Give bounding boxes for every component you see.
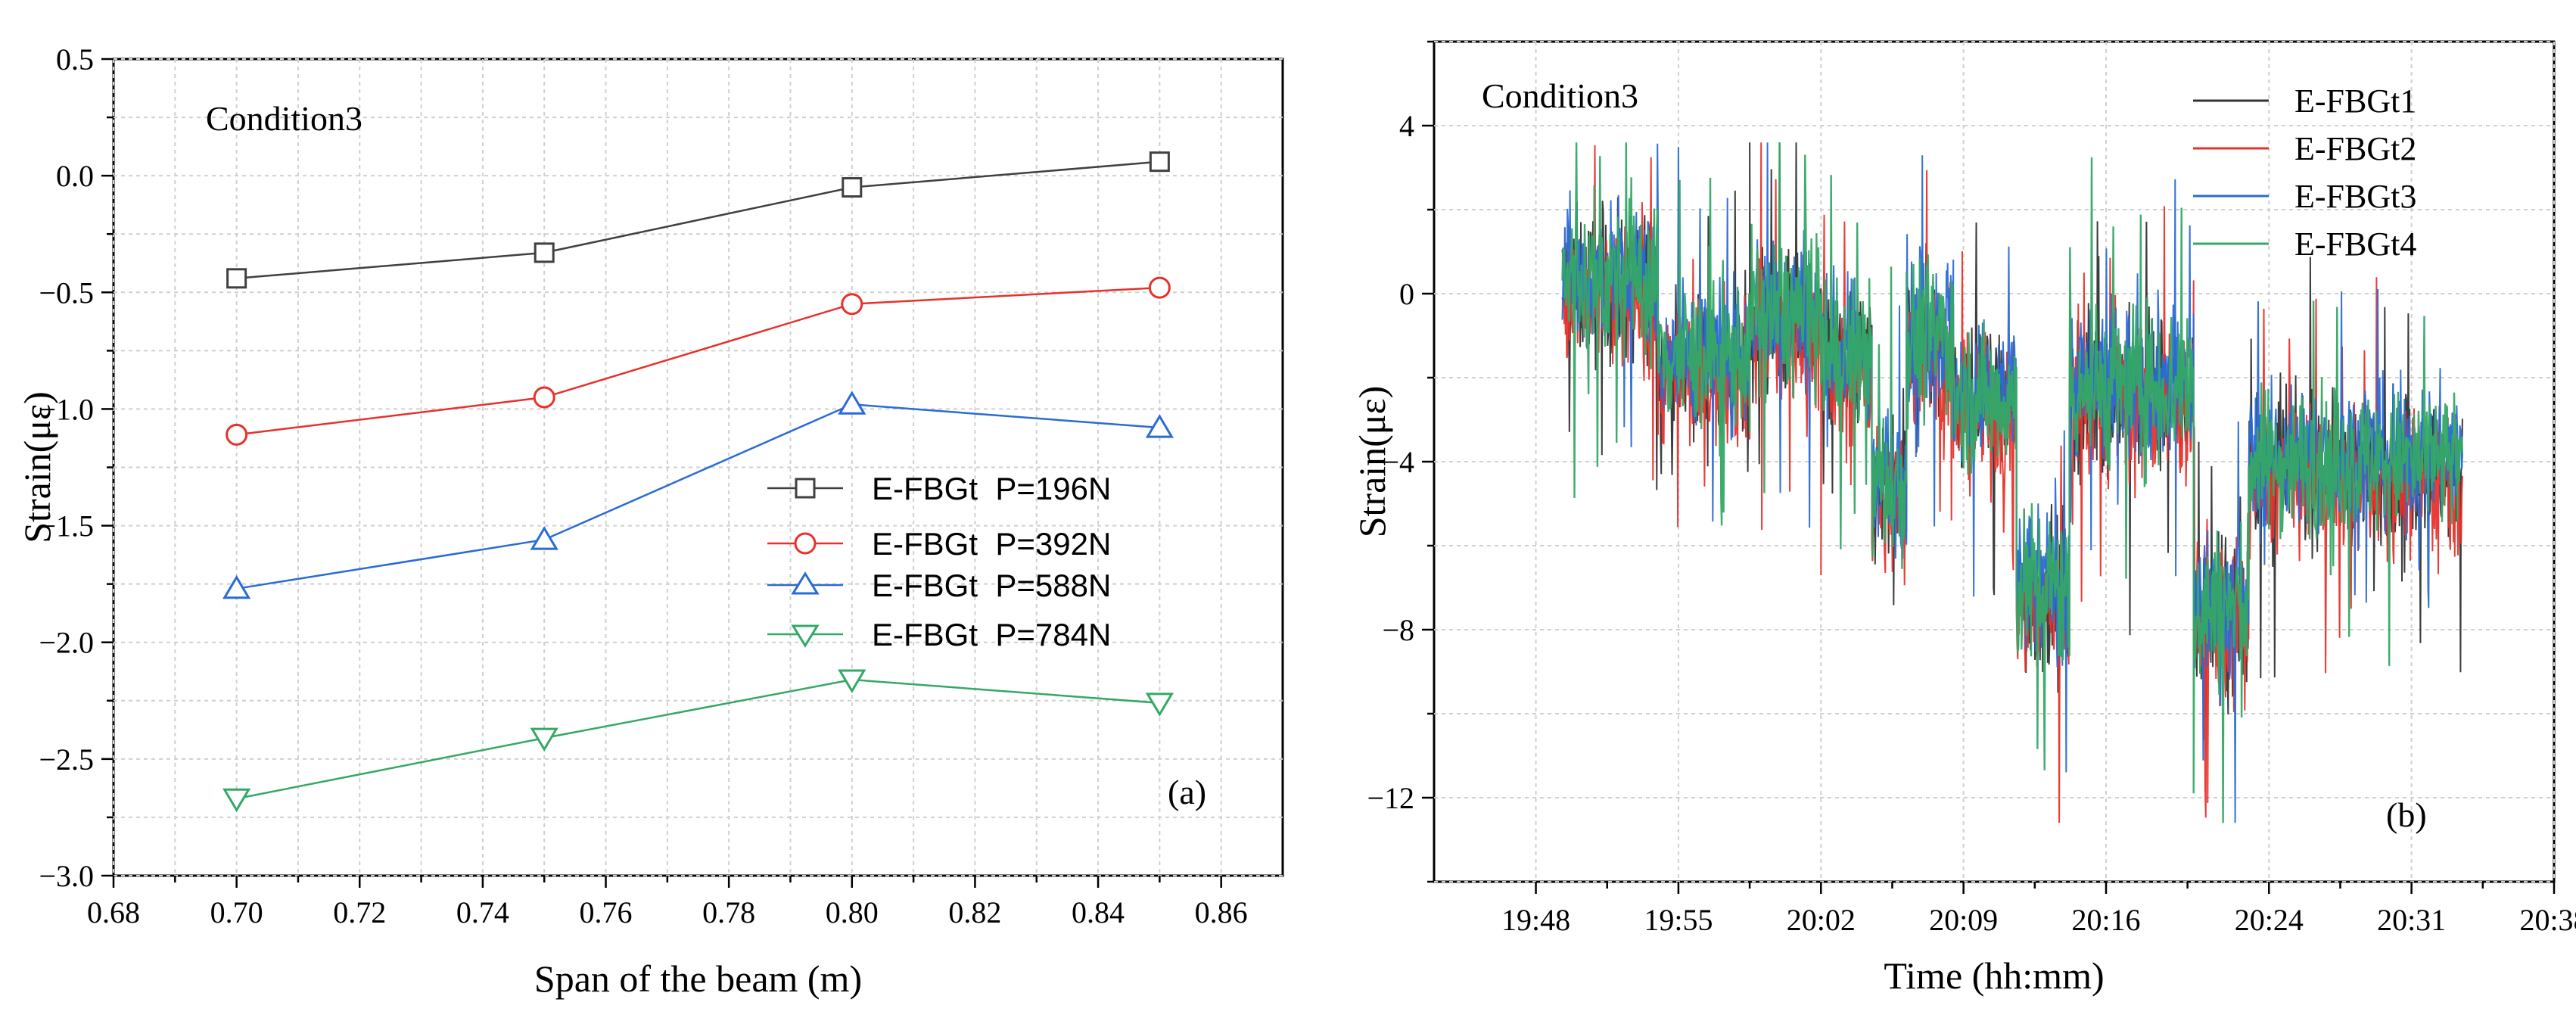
- y-tick-label: 0.5: [56, 42, 94, 76]
- x-tick-label: 20:09: [1929, 903, 1998, 937]
- data-point: [534, 242, 555, 263]
- series-line-3: [236, 678, 1160, 800]
- data-point: [226, 423, 248, 446]
- data-point: [226, 268, 247, 289]
- legend-item-p196: E-FBGt P=196N: [767, 471, 1111, 506]
- chart-a-x-axis-label: Span of the beam (m): [534, 957, 862, 1000]
- x-tick-label: 0.70: [210, 895, 263, 929]
- chart-b: 19:48 19:55 20:02 20:09 20:16 20:24 20:31 20:38…: [1351, 40, 2576, 997]
- legend-label-fbgt1: E-FBGt1: [2294, 82, 2416, 120]
- x-tick-label: 20:02: [1787, 903, 1856, 937]
- data-point: [841, 293, 863, 316]
- chart-a-series: [222, 151, 1174, 813]
- x-tick-label: 19:48: [1501, 903, 1570, 937]
- chart-b-panel-label: (b): [2386, 795, 2427, 834]
- series-line-0: [236, 160, 1160, 280]
- y-tick-label: 4: [1399, 109, 1414, 143]
- chart-a-legend: E-FBGt P=196N E-FBGt P=392N E-FBGt P=588…: [767, 471, 1111, 652]
- x-tick-label: 20:38: [2519, 903, 2576, 937]
- y-tick-label: −3.0: [39, 859, 94, 893]
- legend-label-fbgt4: E-FBGt4: [2294, 226, 2416, 263]
- y-tick-label: 0: [1399, 277, 1414, 311]
- data-point: [533, 386, 555, 409]
- data-point: [1148, 276, 1171, 299]
- legend-item-fbgt2: E-FBGt2: [2193, 130, 2416, 167]
- x-tick-label: 20:31: [2377, 903, 2446, 937]
- x-tick-label: 0.68: [87, 895, 140, 929]
- x-tick-label: 19:55: [1644, 903, 1713, 937]
- x-tick-label: 20:24: [2235, 903, 2304, 937]
- y-tick-label: −2.0: [39, 626, 94, 660]
- y-tick-label: −12: [1367, 781, 1414, 815]
- series-line-2: [236, 403, 1160, 590]
- legend-label-fbgt2: E-FBGt2: [2294, 130, 2416, 167]
- x-tick-label: 0.74: [456, 895, 509, 929]
- chart-b-series: [1561, 142, 2464, 823]
- chart-a-y-axis-label: Strain(με): [16, 391, 58, 543]
- chart-a-grid: [113, 58, 1283, 876]
- y-tick-label: −1.0: [39, 392, 94, 426]
- legend-label-p196: E-FBGt P=196N: [872, 471, 1111, 506]
- data-point: [838, 391, 866, 415]
- y-tick-label: −2.5: [39, 742, 94, 777]
- x-tick-label: 20:16: [2071, 903, 2140, 937]
- x-tick-label: 0.78: [702, 895, 755, 929]
- chart-b-condition-label: Condition3: [1482, 76, 1638, 115]
- chart-b-ticks: 19:48 19:55 20:02 20:09 20:16 20:24 20:31 20:38…: [1367, 40, 2576, 937]
- data-point: [838, 669, 866, 693]
- series-signal-3: [1561, 142, 2464, 823]
- x-tick-label: 0.80: [826, 895, 879, 929]
- chart-a-ticks: 0.68 0.70 0.72 0.74 0.76 0.78 0.80 0.82 0.84 0.86…: [39, 42, 1247, 929]
- legend-label-p392: E-FBGt P=392N: [872, 526, 1111, 562]
- y-tick-label: 0.0: [56, 159, 94, 193]
- legend-label-fbgt3: E-FBGt3: [2294, 178, 2416, 215]
- data-point: [222, 574, 251, 599]
- x-tick-label: 0.86: [1195, 895, 1248, 929]
- chart-a-condition-label: Condition3: [206, 99, 362, 138]
- legend-label-p588: E-FBGt P=588N: [872, 568, 1111, 603]
- series-line-1: [236, 286, 1160, 436]
- data-point: [1145, 693, 1174, 717]
- legend-item-fbgt3: E-FBGt3: [2193, 178, 2416, 215]
- y-tick-label: −8: [1382, 613, 1414, 647]
- y-tick-label: −1.5: [39, 509, 94, 543]
- data-point: [222, 788, 251, 813]
- data-point: [1145, 414, 1174, 438]
- legend-item-p784: E-FBGt P=784N: [767, 617, 1111, 652]
- x-tick-label: 0.72: [333, 895, 386, 929]
- y-tick-label: −4: [1382, 445, 1414, 479]
- legend-item-fbgt4: E-FBGt4: [2193, 226, 2416, 263]
- chart-b-y-axis-label: Strain(με): [1351, 386, 1393, 538]
- legend-item-p392: E-FBGt P=392N: [767, 526, 1111, 562]
- data-point: [530, 727, 558, 752]
- legend-item-fbgt1: E-FBGt1: [2193, 82, 2416, 120]
- data-point: [530, 526, 558, 550]
- chart-b-x-axis-label: Time (hh:mm): [1884, 954, 2104, 997]
- x-tick-label: 0.82: [948, 895, 1001, 929]
- data-point: [842, 177, 863, 198]
- chart-a-panel-label: (a): [1168, 773, 1206, 811]
- x-tick-label: 0.84: [1072, 895, 1125, 929]
- legend-item-p588: E-FBGt P=588N: [767, 568, 1111, 603]
- legend-label-p784: E-FBGt P=784N: [872, 617, 1111, 652]
- x-tick-label: 0.76: [580, 895, 633, 929]
- y-tick-label: −0.5: [39, 275, 94, 310]
- chart-b-legend: E-FBGt1 E-FBGt2 E-FBGt3 E-FBGt4: [2193, 82, 2416, 263]
- data-point: [1149, 151, 1170, 173]
- chart-a: 0.68 0.70 0.72 0.74 0.76 0.78 0.80 0.82 0.84 0.86…: [16, 42, 1284, 1000]
